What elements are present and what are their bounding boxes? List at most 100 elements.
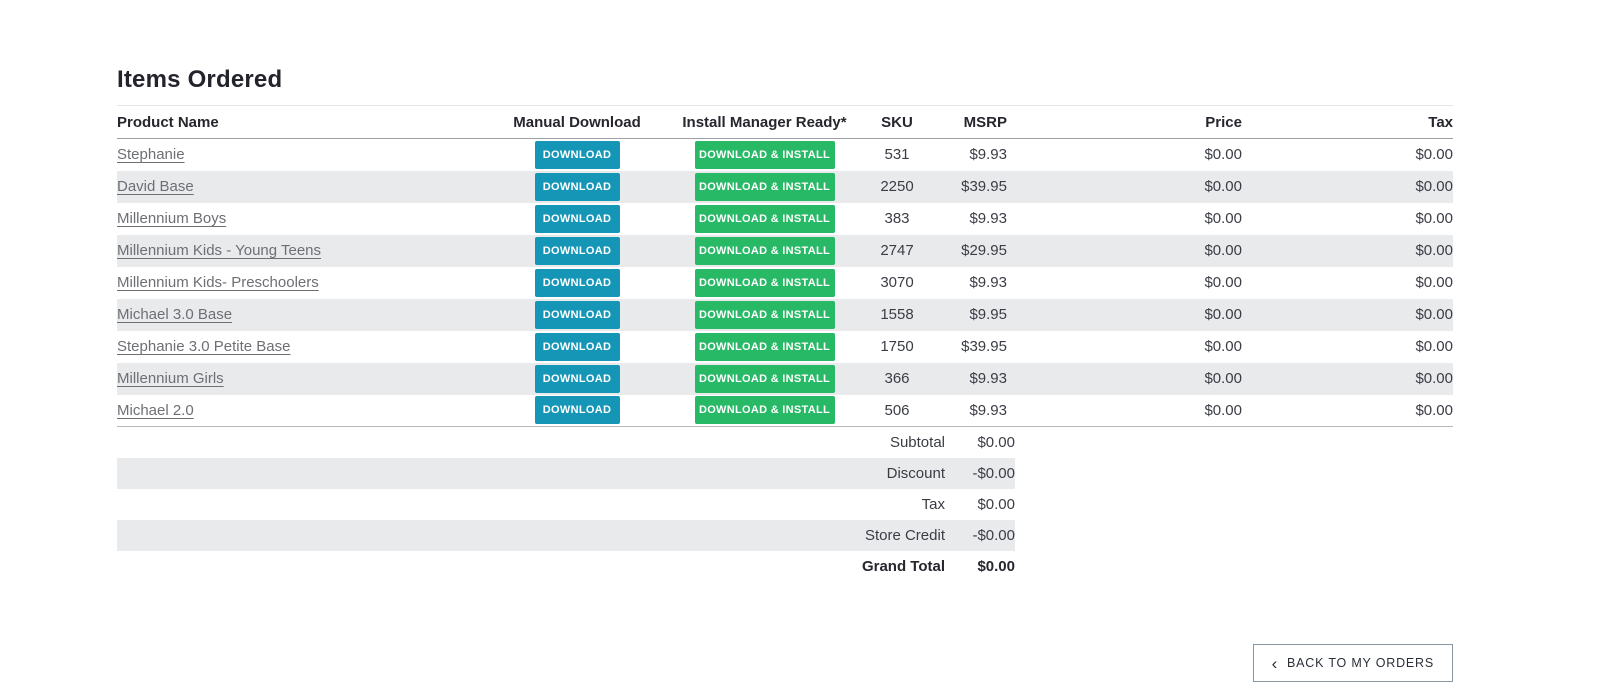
summary-label: Tax [921, 496, 945, 513]
footer-actions: ‹ BACK TO MY ORDERS [117, 644, 1453, 682]
download-button[interactable]: DOWNLOAD [534, 268, 620, 297]
page-title: Items Ordered [117, 66, 283, 93]
product-link[interactable]: Millennium Kids - Young Teens [117, 242, 322, 259]
table-row: Michael 3.0 Base DOWNLOAD DOWNLOAD & INS… [117, 298, 1453, 331]
table-row: Millennium Kids- Preschoolers DOWNLOAD D… [117, 267, 1453, 299]
order-items-section: Items Ordered Product Name Manual Downlo… [117, 66, 1453, 582]
summary-row: Grand Total $0.00 [117, 551, 1015, 582]
tax-cell: $0.00 [1415, 146, 1453, 164]
table-row: Michael 2.0 DOWNLOAD DOWNLOAD & INSTALL … [117, 394, 1453, 427]
msrp-cell: $9.93 [969, 210, 1007, 227]
items-table: Product Name Manual Download Install Man… [117, 105, 1453, 427]
tax-cell: $0.00 [1415, 274, 1453, 291]
download-install-button[interactable]: DOWNLOAD & INSTALL [694, 364, 835, 393]
sku-cell: 2250 [880, 178, 914, 195]
summary-label: Discount [886, 465, 945, 482]
chevron-left-icon: ‹ [1271, 653, 1279, 673]
table-header-row: Product Name Manual Download Install Man… [117, 105, 1453, 139]
table-row: Millennium Kids - Young Teens DOWNLOAD D… [117, 234, 1453, 267]
order-summary: Subtotal $0.00 Discount -$0.00 Tax $0.00… [117, 427, 1015, 582]
price-cell: $0.00 [1204, 306, 1242, 323]
table-row: Stephanie 3.0 Petite Base DOWNLOAD DOWNL… [117, 331, 1453, 363]
back-button-label: BACK TO MY ORDERS [1287, 656, 1434, 670]
download-button[interactable]: DOWNLOAD [534, 364, 620, 393]
summary-row: Tax $0.00 [117, 489, 1015, 520]
tax-cell: $0.00 [1242, 394, 1453, 427]
summary-label: Subtotal [889, 434, 945, 451]
summary-label: Grand Total [861, 558, 945, 575]
summary-value: $0.00 [977, 434, 1015, 451]
summary-value: $0.00 [977, 558, 1015, 575]
msrp-cell: $9.93 [969, 274, 1007, 291]
download-install-button[interactable]: DOWNLOAD & INSTALL [694, 204, 835, 233]
tax-cell: $0.00 [1415, 242, 1453, 259]
download-install-button[interactable]: DOWNLOAD & INSTALL [694, 332, 835, 361]
download-button[interactable]: DOWNLOAD [534, 172, 620, 201]
sku-cell: 506 [872, 394, 922, 427]
price-cell: $0.00 [1007, 394, 1242, 427]
download-install-button[interactable]: DOWNLOAD & INSTALL [694, 236, 835, 265]
sku-cell: 2747 [880, 242, 914, 259]
price-cell: $0.00 [1204, 370, 1242, 387]
col-header-tax: Tax [1242, 105, 1453, 139]
tax-cell: $0.00 [1415, 210, 1453, 227]
summary-row: Discount -$0.00 [117, 458, 1015, 489]
download-install-button[interactable]: DOWNLOAD & INSTALL [694, 140, 835, 169]
price-cell: $0.00 [1204, 146, 1242, 164]
msrp-cell: $39.95 [961, 178, 1007, 195]
msrp-cell: $39.95 [961, 338, 1007, 355]
col-header-msrp: MSRP [922, 105, 1007, 139]
summary-row: Store Credit -$0.00 [117, 520, 1015, 551]
tax-cell: $0.00 [1415, 178, 1453, 195]
sku-cell: 366 [884, 370, 910, 387]
download-button[interactable]: DOWNLOAD [534, 140, 620, 169]
items-table-body: Stephanie DOWNLOAD DOWNLOAD & INSTALL 53… [117, 139, 1453, 427]
download-button[interactable]: DOWNLOAD [534, 300, 620, 329]
download-install-button[interactable]: DOWNLOAD & INSTALL [694, 172, 835, 201]
back-to-my-orders-button[interactable]: ‹ BACK TO MY ORDERS [1252, 644, 1453, 682]
price-cell: $0.00 [1204, 242, 1242, 259]
col-header-sku: SKU [872, 105, 922, 139]
summary-body: Subtotal $0.00 Discount -$0.00 Tax $0.00… [117, 427, 1015, 582]
col-header-product-name: Product Name [117, 105, 497, 139]
product-link[interactable]: Millennium Girls [117, 370, 224, 387]
download-button[interactable]: DOWNLOAD [534, 204, 620, 233]
table-row: David Base DOWNLOAD DOWNLOAD & INSTALL 2… [117, 170, 1453, 203]
product-link[interactable]: Michael 2.0 [117, 401, 194, 419]
product-link[interactable]: David Base [117, 178, 194, 195]
price-cell: $0.00 [1204, 338, 1242, 355]
sku-cell: 1750 [880, 338, 914, 355]
download-button[interactable]: DOWNLOAD [534, 236, 620, 265]
table-row: Millennium Girls DOWNLOAD DOWNLOAD & INS… [117, 362, 1453, 395]
price-cell: $0.00 [1204, 210, 1242, 227]
product-link[interactable]: Michael 3.0 Base [117, 306, 233, 323]
tax-cell: $0.00 [1415, 306, 1453, 323]
tax-cell: $0.00 [1415, 338, 1453, 355]
product-link[interactable]: Millennium Kids- Preschoolers [117, 274, 319, 291]
product-link[interactable]: Stephanie 3.0 Petite Base [117, 338, 291, 355]
summary-value: -$0.00 [972, 527, 1015, 544]
download-button[interactable]: DOWNLOAD [534, 332, 620, 361]
product-link[interactable]: Stephanie [117, 146, 185, 164]
summary-value: -$0.00 [972, 465, 1015, 482]
sku-cell: 531 [884, 146, 910, 164]
price-cell: $0.00 [1204, 274, 1242, 291]
sku-cell: 1558 [880, 306, 914, 323]
col-header-manual-download: Manual Download [497, 105, 657, 139]
table-row: Millennium Boys DOWNLOAD DOWNLOAD & INST… [117, 203, 1453, 235]
msrp-cell: $9.93 [969, 370, 1007, 387]
download-install-button[interactable]: DOWNLOAD & INSTALL [694, 300, 835, 329]
download-button[interactable]: DOWNLOAD [534, 396, 620, 425]
msrp-cell: $29.95 [961, 242, 1007, 259]
summary-row: Subtotal $0.00 [117, 427, 1015, 458]
download-install-button[interactable]: DOWNLOAD & INSTALL [694, 396, 835, 425]
msrp-cell: $9.93 [969, 146, 1007, 164]
product-link[interactable]: Millennium Boys [117, 210, 227, 227]
col-header-price: Price [1007, 105, 1242, 139]
summary-value: $0.00 [977, 496, 1015, 513]
summary-label: Store Credit [864, 527, 945, 544]
download-install-button[interactable]: DOWNLOAD & INSTALL [694, 268, 835, 297]
msrp-cell: $9.95 [969, 306, 1007, 323]
sku-cell: 383 [884, 210, 910, 227]
msrp-cell: $9.93 [922, 394, 1007, 427]
